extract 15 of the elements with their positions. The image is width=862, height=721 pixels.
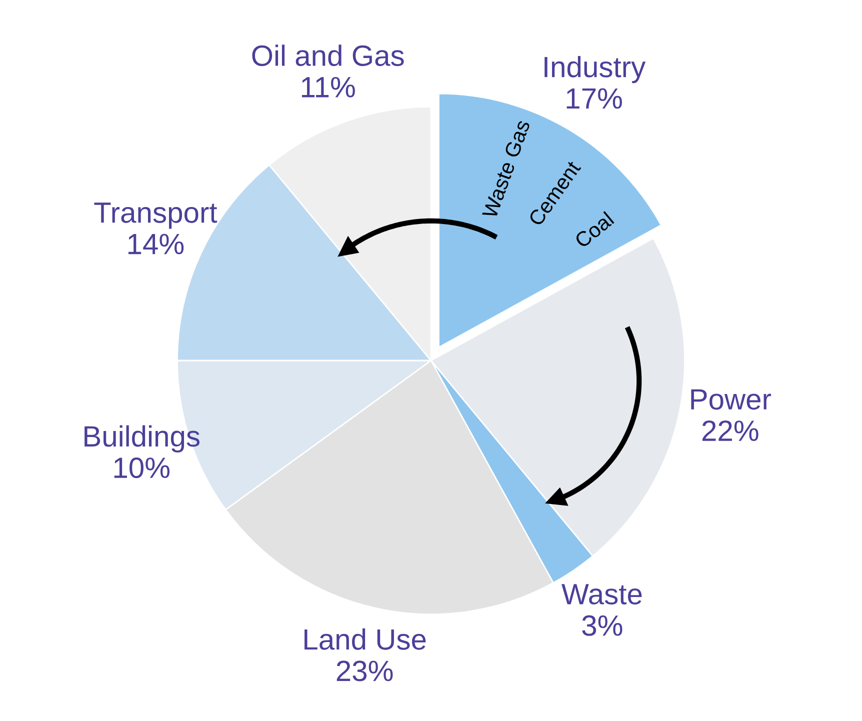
slice-label: Waste	[562, 584, 642, 605]
text: Waste Gas	[482, 119, 530, 220]
data-label: 14%	[128, 234, 184, 254]
slice-label: Buildings	[84, 425, 200, 452]
slice-label: Power	[691, 389, 772, 410]
slice-label: Transport	[94, 202, 218, 229]
slice-label: Industry	[544, 56, 646, 84]
data-label: 23%	[336, 660, 393, 682]
data-label: 22%	[702, 420, 758, 441]
slice-label: Oil and Gas	[252, 44, 404, 66]
data-label: 17%	[566, 88, 622, 109]
data-label: 3%	[582, 615, 622, 636]
slice-label: Land Use	[304, 628, 426, 650]
data-label: 10%	[114, 457, 170, 478]
data-label: 11%	[302, 76, 355, 98]
